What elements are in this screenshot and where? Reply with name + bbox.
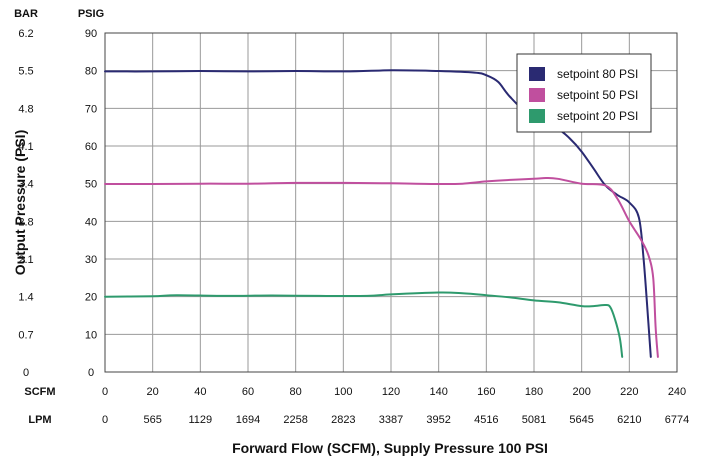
y-axis-bar-header: BAR — [14, 8, 38, 20]
x-tick-scfm: 220 — [620, 386, 638, 398]
y-ticks-psig: 0 10 20 30 40 50 60 70 80 90 — [85, 28, 97, 379]
x-axis-scfm-label: SCFM — [24, 386, 55, 398]
x-tick-lpm: 2823 — [331, 414, 355, 426]
x-tick-scfm: 20 — [147, 386, 159, 398]
y-tick-bar: 0 — [23, 367, 29, 379]
x-tick-lpm: 565 — [143, 414, 161, 426]
y-tick-psig: 40 — [85, 216, 97, 228]
x-tick-scfm: 40 — [194, 386, 206, 398]
y-tick-psig: 0 — [88, 367, 94, 379]
y-axis-psig-header: PSIG — [78, 8, 104, 20]
x-tick-lpm: 6774 — [665, 414, 689, 426]
y-tick-bar: 2.1 — [18, 254, 33, 266]
series-line-3 — [104, 291, 624, 358]
y-tick-bar: 4.8 — [18, 103, 33, 115]
x-tick-lpm: 3387 — [379, 414, 403, 426]
legend-swatch — [529, 67, 545, 81]
legend-label: setpoint 50 PSI — [557, 88, 638, 102]
legend-swatch — [529, 109, 545, 123]
x-tick-lpm: 5645 — [569, 414, 593, 426]
y-axis-title: Output Pressure (PSI) — [12, 130, 28, 275]
legend-label: setpoint 80 PSI — [557, 67, 638, 81]
x-tick-lpm: 0 — [102, 414, 108, 426]
x-axis-title: Forward Flow (SCFM), Supply Pressure 100… — [232, 440, 548, 456]
x-tick-scfm: 60 — [242, 386, 254, 398]
y-tick-psig: 30 — [85, 254, 97, 266]
x-tick-scfm: 200 — [572, 386, 590, 398]
series-line-2 — [104, 176, 659, 358]
x-tick-lpm: 5081 — [522, 414, 546, 426]
y-tick-bar: 3.4 — [18, 179, 33, 191]
x-tick-lpm: 2258 — [283, 414, 307, 426]
y-tick-bar: 5.5 — [18, 66, 33, 78]
y-tick-bar: 0.7 — [18, 329, 33, 341]
y-ticks-bar: 0 0.7 1.4 2.1 2.8 3.4 4.1 4.8 5.5 6.2 — [18, 28, 33, 379]
y-tick-bar: 4.1 — [18, 141, 33, 153]
x-tick-scfm: 120 — [382, 386, 400, 398]
x-tick-scfm: 240 — [668, 386, 686, 398]
x-ticks-lpm: 0 565 1129 1694 2258 2823 3387 3952 4516 5081 5645… — [102, 414, 689, 426]
y-tick-psig: 70 — [85, 103, 97, 115]
x-tick-scfm: 160 — [477, 386, 495, 398]
y-tick-bar: 2.8 — [18, 216, 33, 228]
y-tick-bar: 6.2 — [18, 28, 33, 40]
y-tick-psig: 20 — [85, 292, 97, 304]
x-axis-lpm-label: LPM — [28, 414, 51, 426]
x-tick-lpm: 1129 — [189, 414, 213, 426]
x-tick-scfm: 140 — [429, 386, 447, 398]
x-tick-lpm: 1694 — [236, 414, 260, 426]
y-tick-psig: 80 — [85, 66, 97, 78]
y-tick-psig: 10 — [85, 329, 97, 341]
y-tick-psig: 90 — [85, 28, 97, 40]
y-tick-psig: 50 — [85, 179, 97, 191]
x-tick-lpm: 3952 — [426, 414, 450, 426]
y-tick-bar: 1.4 — [18, 292, 33, 304]
legend: setpoint 80 PSI setpoint 50 PSI setpoint 2… — [516, 53, 652, 133]
legend-swatch — [529, 88, 545, 102]
plot-frame — [104, 32, 678, 373]
y-tick-psig: 60 — [85, 141, 97, 153]
x-tick-scfm: 80 — [290, 386, 302, 398]
x-ticks-scfm: 0 20 40 60 80 100 120 140 160 180 200 220 240 — [102, 386, 686, 398]
x-tick-lpm: 6210 — [617, 414, 641, 426]
x-tick-scfm: 0 — [102, 386, 108, 398]
x-tick-lpm: 4516 — [474, 414, 498, 426]
x-tick-scfm: 180 — [525, 386, 543, 398]
x-tick-scfm: 100 — [334, 386, 352, 398]
legend-label: setpoint 20 PSI — [557, 109, 638, 123]
